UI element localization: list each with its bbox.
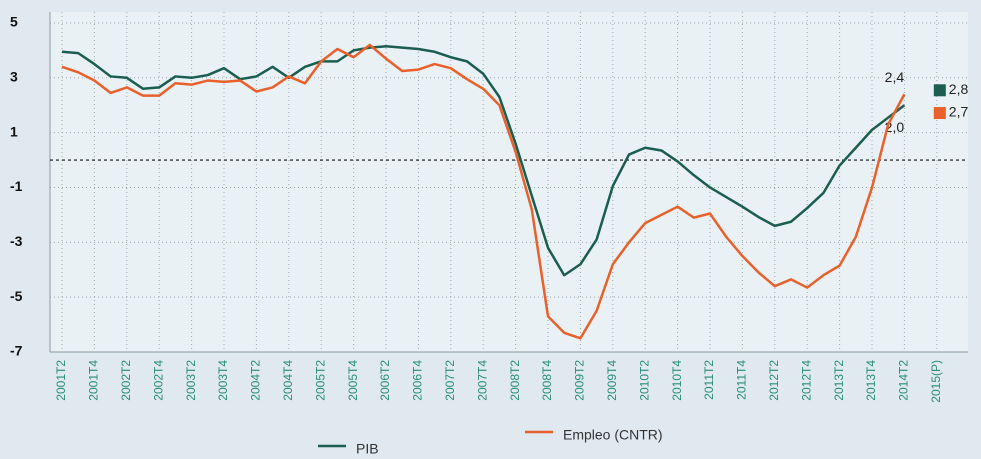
x-tick-label: 2004T4 (281, 360, 295, 401)
legend-label: Empleo (CNTR) (563, 427, 663, 443)
x-tick-label: 2003T2 (184, 360, 198, 401)
x-tick-label: 2010T2 (637, 360, 651, 401)
x-tick-label: 2010T4 (670, 360, 684, 401)
y-tick-label: 1 (10, 123, 18, 139)
x-tick-label: 2002T4 (151, 360, 165, 401)
x-tick-label: 2009T2 (573, 360, 587, 401)
x-tick-label: 2012T2 (767, 360, 781, 401)
value-label: 2,4 (885, 69, 905, 85)
x-tick-label: 2015(P) (929, 360, 943, 403)
x-tick-label: 2001T4 (87, 360, 101, 401)
x-tick-label: 2004T2 (249, 360, 263, 401)
x-tick-label: 2007T2 (443, 360, 457, 401)
legend-label: PIB (356, 441, 379, 457)
forecast-marker (933, 107, 946, 120)
x-tick-label: 2011T4 (735, 360, 749, 400)
y-tick-label: -7 (10, 343, 23, 359)
y-tick-label: -5 (10, 288, 23, 304)
x-tick-label: 2009T4 (605, 360, 619, 401)
y-tick-label: -3 (10, 233, 23, 249)
x-tick-label: 2008T2 (508, 360, 522, 401)
x-tick-label: 2007T4 (475, 360, 489, 401)
x-tick-label: 2013T4 (864, 360, 878, 401)
x-tick-label: 2005T2 (313, 360, 327, 401)
x-tick-label: 2008T4 (540, 360, 554, 401)
y-tick-label: -1 (10, 178, 23, 194)
value-label: 2,7 (949, 104, 969, 120)
y-tick-label: 3 (10, 69, 18, 85)
x-tick-label: 2012T4 (799, 360, 813, 401)
plot-area (50, 12, 968, 352)
y-tick-label: 5 (10, 14, 18, 30)
x-tick-label: 2005T4 (346, 360, 360, 401)
series-line (61, 45, 906, 277)
x-tick-label: 2011T2 (702, 360, 716, 400)
x-tick-label: 2013T2 (832, 360, 846, 401)
x-tick-label: 2001T2 (54, 360, 68, 401)
x-tick-label: 2002T2 (119, 360, 133, 401)
x-tick-label: 2006T2 (378, 360, 392, 401)
x-tick-label: 2003T4 (216, 360, 230, 401)
value-label: 2,8 (949, 81, 969, 97)
forecast-marker (933, 84, 946, 97)
x-tick-label: 2006T4 (411, 360, 425, 401)
x-tick-label: 2014T2 (897, 360, 911, 401)
series-line (61, 43, 906, 340)
